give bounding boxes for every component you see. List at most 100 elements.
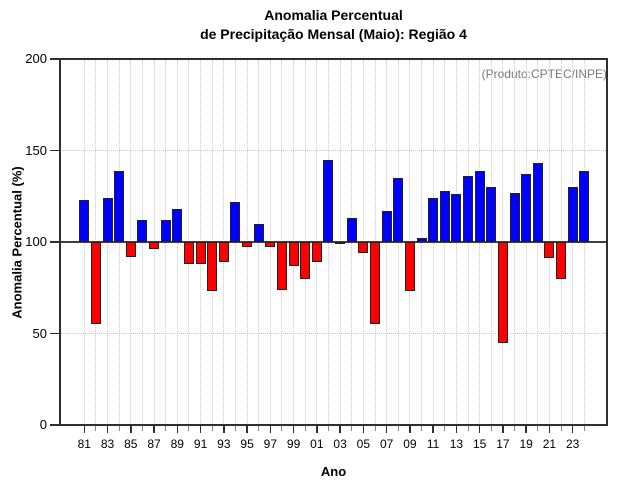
y-tick-150: [50, 149, 60, 152]
bar-04: [346, 218, 357, 242]
x-tick-98: [281, 426, 283, 431]
x-tick-label-07: 07: [379, 437, 394, 451]
x-tick-00: [304, 426, 306, 431]
y-tick-0: [50, 424, 60, 426]
x-tick-92: [211, 426, 213, 431]
bar-08: [393, 177, 404, 242]
y-tick-200: [50, 58, 60, 60]
x-tick-20: [537, 426, 539, 431]
bar-86: [137, 220, 148, 242]
x-tick-label-23: 23: [565, 437, 580, 451]
x-tick-04: [351, 426, 353, 431]
bar-18: [509, 192, 520, 242]
x-tick-87: [153, 426, 155, 433]
source-annotation: (Produto:CPTEC/INPE): [481, 67, 607, 81]
x-tick-label-99: 99: [286, 437, 301, 451]
x-tick-19: [525, 426, 527, 433]
x-tick-96: [258, 426, 260, 431]
bar-24: [579, 170, 590, 242]
bar-21: [544, 242, 555, 259]
x-tick-24: [583, 426, 585, 431]
x-tick-label-85: 85: [124, 437, 138, 451]
bar-03: [335, 242, 346, 244]
x-tick-23: [571, 426, 574, 433]
x-tick-14: [467, 426, 469, 431]
x-tick-label-15: 15: [472, 437, 487, 451]
x-tick-08: [397, 426, 399, 431]
bar-01: [311, 242, 322, 263]
bar-85: [125, 242, 136, 257]
x-tick-label-87: 87: [147, 437, 161, 451]
x-tick-93: [223, 426, 225, 433]
bar-00: [300, 242, 311, 279]
x-tick-83: [106, 426, 109, 433]
x-tick-10: [421, 426, 422, 431]
y-tick-50: [50, 332, 60, 335]
x-tick-84: [118, 426, 120, 431]
x-tick-label-21: 21: [542, 437, 557, 451]
x-tick-05: [362, 426, 365, 433]
bar-16: [486, 187, 497, 242]
x-tick-99: [292, 426, 295, 433]
chart-title: Anomalia Percentual de Precipitação Mens…: [60, 6, 607, 44]
x-axis-title: Ano: [320, 464, 347, 479]
y-tick-label-50: 50: [32, 325, 47, 341]
bar-83: [102, 198, 113, 242]
bar-09: [404, 242, 415, 292]
y-tick-100: [50, 241, 60, 243]
bar-11: [428, 198, 439, 242]
x-tick-13: [455, 426, 458, 433]
x-tick-label-93: 93: [217, 437, 231, 451]
x-tick-06: [374, 426, 376, 431]
bar-06: [370, 242, 380, 325]
x-tick-89: [176, 426, 179, 433]
x-tick-label-09: 09: [403, 437, 417, 451]
x-tick-02: [327, 426, 329, 431]
x-tick-label-13: 13: [449, 437, 464, 451]
x-tick-09: [409, 426, 411, 433]
x-tick-17: [502, 426, 504, 433]
chart-title-line2: de Precipitação Mensal (Maio): Região 4: [200, 26, 467, 42]
x-tick-95: [246, 426, 248, 433]
x-tick-82: [95, 426, 97, 431]
bar-99: [288, 242, 299, 266]
bar-05: [358, 242, 369, 253]
h-gridline-150: [61, 150, 606, 151]
x-tick-label-11: 11: [426, 437, 440, 451]
bar-81: [79, 199, 90, 242]
x-tick-07: [385, 426, 388, 433]
bar-87: [149, 242, 160, 250]
x-tick-label-03: 03: [333, 437, 347, 451]
bar-96: [253, 223, 264, 242]
x-tick-86: [141, 426, 143, 431]
x-tick-97: [269, 426, 272, 433]
bar-82: [90, 242, 101, 325]
bar-13: [451, 194, 462, 242]
bar-94: [230, 201, 241, 242]
y-tick-label-100: 100: [25, 234, 47, 249]
x-tick-90: [188, 426, 190, 431]
x-tick-94: [234, 426, 236, 431]
bar-02: [323, 159, 334, 242]
bar-88: [160, 220, 171, 242]
x-tick-03: [339, 426, 341, 433]
h-gridline-50: [61, 333, 606, 334]
bar-91: [195, 242, 206, 264]
x-tick-label-19: 19: [519, 437, 533, 451]
x-tick-label-97: 97: [263, 437, 278, 451]
x-tick-label-05: 05: [356, 437, 371, 451]
x-tick-12: [444, 426, 446, 431]
bar-12: [439, 190, 450, 242]
x-tick-label-17: 17: [496, 437, 510, 451]
chart-title-line1: Anomalia Percentual: [264, 7, 403, 23]
baseline-100: [61, 241, 606, 243]
bar-92: [207, 242, 218, 292]
x-tick-88: [165, 426, 167, 431]
bar-89: [172, 209, 183, 242]
x-tick-label-83: 83: [100, 437, 115, 451]
y-tick-label-200: 200: [25, 51, 47, 66]
x-tick-label-95: 95: [240, 437, 254, 451]
bar-17: [497, 242, 508, 343]
bar-97: [265, 242, 276, 248]
bar-14: [463, 176, 474, 242]
